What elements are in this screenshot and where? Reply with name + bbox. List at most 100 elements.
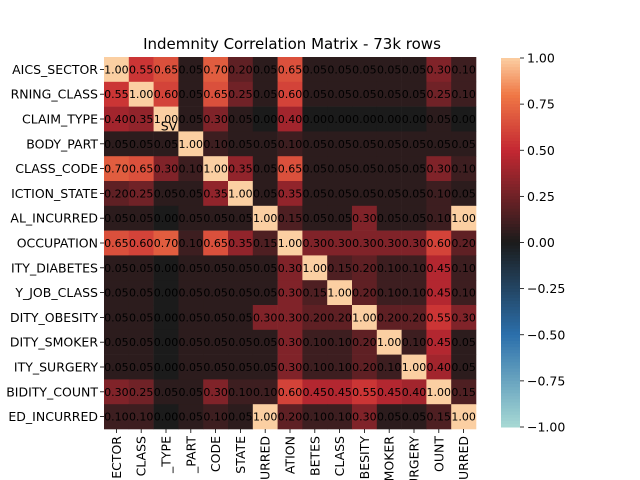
heatmap-cell	[327, 354, 353, 380]
colorbar-segment	[501, 325, 520, 330]
cell-value-label: 0.05	[303, 63, 328, 76]
heatmap-cell	[252, 57, 278, 83]
cell-value-label: 0.05	[427, 138, 452, 151]
colorbar-segment	[501, 368, 520, 373]
heatmap-cell	[426, 255, 452, 281]
heatmap-cell	[153, 57, 179, 83]
heatmap-cell	[302, 354, 328, 380]
cell-value-label: 0.05	[179, 262, 204, 275]
colorbar-segment	[501, 131, 520, 136]
colorbar-segment	[501, 184, 520, 188]
cell-value-label: 0.05	[179, 336, 204, 349]
cell-value-label: 0.15	[427, 411, 452, 424]
cell-value-label: 1.00	[179, 138, 204, 151]
heatmap-cell	[228, 106, 254, 132]
cell-value-label: 0.55	[427, 311, 452, 324]
cell-value-label: 0.05	[377, 138, 402, 151]
cell-value-label: 0.30	[154, 163, 179, 176]
heatmap-cell	[228, 57, 254, 83]
heatmap-cell	[203, 57, 229, 83]
heatmap-cell	[252, 106, 278, 132]
cell-value-label: 0.05	[253, 138, 278, 151]
cell-value-label: 0.05	[179, 411, 204, 424]
x-tick-label: CLASS	[332, 436, 347, 476]
cell-value-label: 0.30	[278, 336, 303, 349]
cell-value-label: 1.00	[402, 361, 427, 374]
cell-value-label: 0.05	[253, 336, 278, 349]
cell-value-label: 0.05	[352, 88, 377, 101]
colorbar-segment	[501, 97, 520, 102]
colorbar-segment	[501, 94, 520, 99]
cell-value-label: 0.05	[179, 63, 204, 76]
cell-value-label: 0.20	[352, 336, 377, 349]
heatmap-cell	[104, 230, 130, 256]
heatmap-cell	[153, 230, 179, 256]
colorbar-segment	[501, 107, 520, 111]
heatmap-cell	[252, 230, 278, 256]
colorbar-segment	[501, 119, 520, 124]
heatmap-cell	[352, 354, 378, 380]
cell-value-label: 0.35	[203, 187, 228, 200]
heatmap-cell	[352, 230, 378, 256]
colorbar-segment	[501, 113, 520, 117]
heatmap-cell	[426, 57, 452, 83]
heatmap-cell	[153, 81, 179, 107]
heatmap-cell	[376, 230, 402, 256]
cell-value-label: 0.20	[327, 311, 352, 324]
colorbar-segment	[501, 291, 520, 296]
heatmap-cell	[128, 404, 154, 430]
cell-value-label: 0.05	[228, 138, 253, 151]
heatmap-cell	[352, 181, 378, 207]
colorbar-segment	[501, 371, 520, 376]
colorbar-segment	[501, 248, 520, 253]
heatmap-cell	[451, 181, 477, 207]
heatmap-cell	[401, 255, 427, 281]
cell-value-label: 0.05	[203, 336, 228, 349]
heatmap-cell	[277, 354, 303, 380]
cell-value-label: 0.00	[402, 113, 427, 126]
cell-value-label: 0.05	[402, 88, 427, 101]
heatmap-cell	[376, 305, 402, 331]
cell-value-label: 1.00	[253, 212, 278, 225]
heatmap-cell	[376, 205, 402, 231]
heatmap-cell	[352, 329, 378, 355]
cell-value-label: 0.30	[203, 113, 228, 126]
heatmap-cell	[128, 255, 154, 281]
colorbar-segment	[501, 141, 520, 145]
heatmap-cell	[352, 205, 378, 231]
cell-value-label: 0.10	[253, 386, 278, 399]
cell-value-label: 0.45	[427, 287, 452, 300]
x-tick-label: STATE	[233, 436, 248, 474]
cell-value-label: 0.05	[179, 287, 204, 300]
cell-value-label: 0.05	[129, 361, 154, 374]
heatmap-cell	[302, 230, 328, 256]
colorbar-segment	[501, 359, 520, 363]
colorbar-segment	[501, 420, 520, 425]
cell-value-label: 0.15	[253, 237, 278, 250]
cell-value-label: 0.05	[179, 386, 204, 399]
heatmap-cell	[178, 230, 204, 256]
cell-value-label: 0.55	[352, 386, 377, 399]
cell-value-label: 0.05	[228, 311, 253, 324]
cell-value-label: 0.05	[203, 212, 228, 225]
cell-value-label: 0.05	[402, 187, 427, 200]
heatmap-cell	[178, 81, 204, 107]
cell-value-label: 0.10	[451, 287, 476, 300]
heatmap-cell	[302, 280, 328, 306]
cell-value-label: 1.00	[427, 386, 452, 399]
cell-value-label: 0.05	[203, 262, 228, 275]
heatmap-cell	[327, 181, 353, 207]
heatmap-cell	[203, 305, 229, 331]
heatmap-cell	[153, 156, 179, 182]
cell-value-label: 0.05	[104, 138, 129, 151]
colorbar-segment	[501, 270, 520, 274]
cell-value-label: 1.00	[203, 163, 228, 176]
colorbar-segment	[501, 165, 520, 170]
colorbar-segment	[501, 242, 520, 247]
heatmap-cell	[128, 280, 154, 306]
heatmap-cell	[352, 255, 378, 281]
cell-value-label: 0.45	[303, 386, 328, 399]
x-tick-label: URRED	[258, 436, 273, 480]
y-tick-label: ED_INCURRED	[8, 409, 98, 424]
cell-value-label: 0.30	[451, 311, 476, 324]
